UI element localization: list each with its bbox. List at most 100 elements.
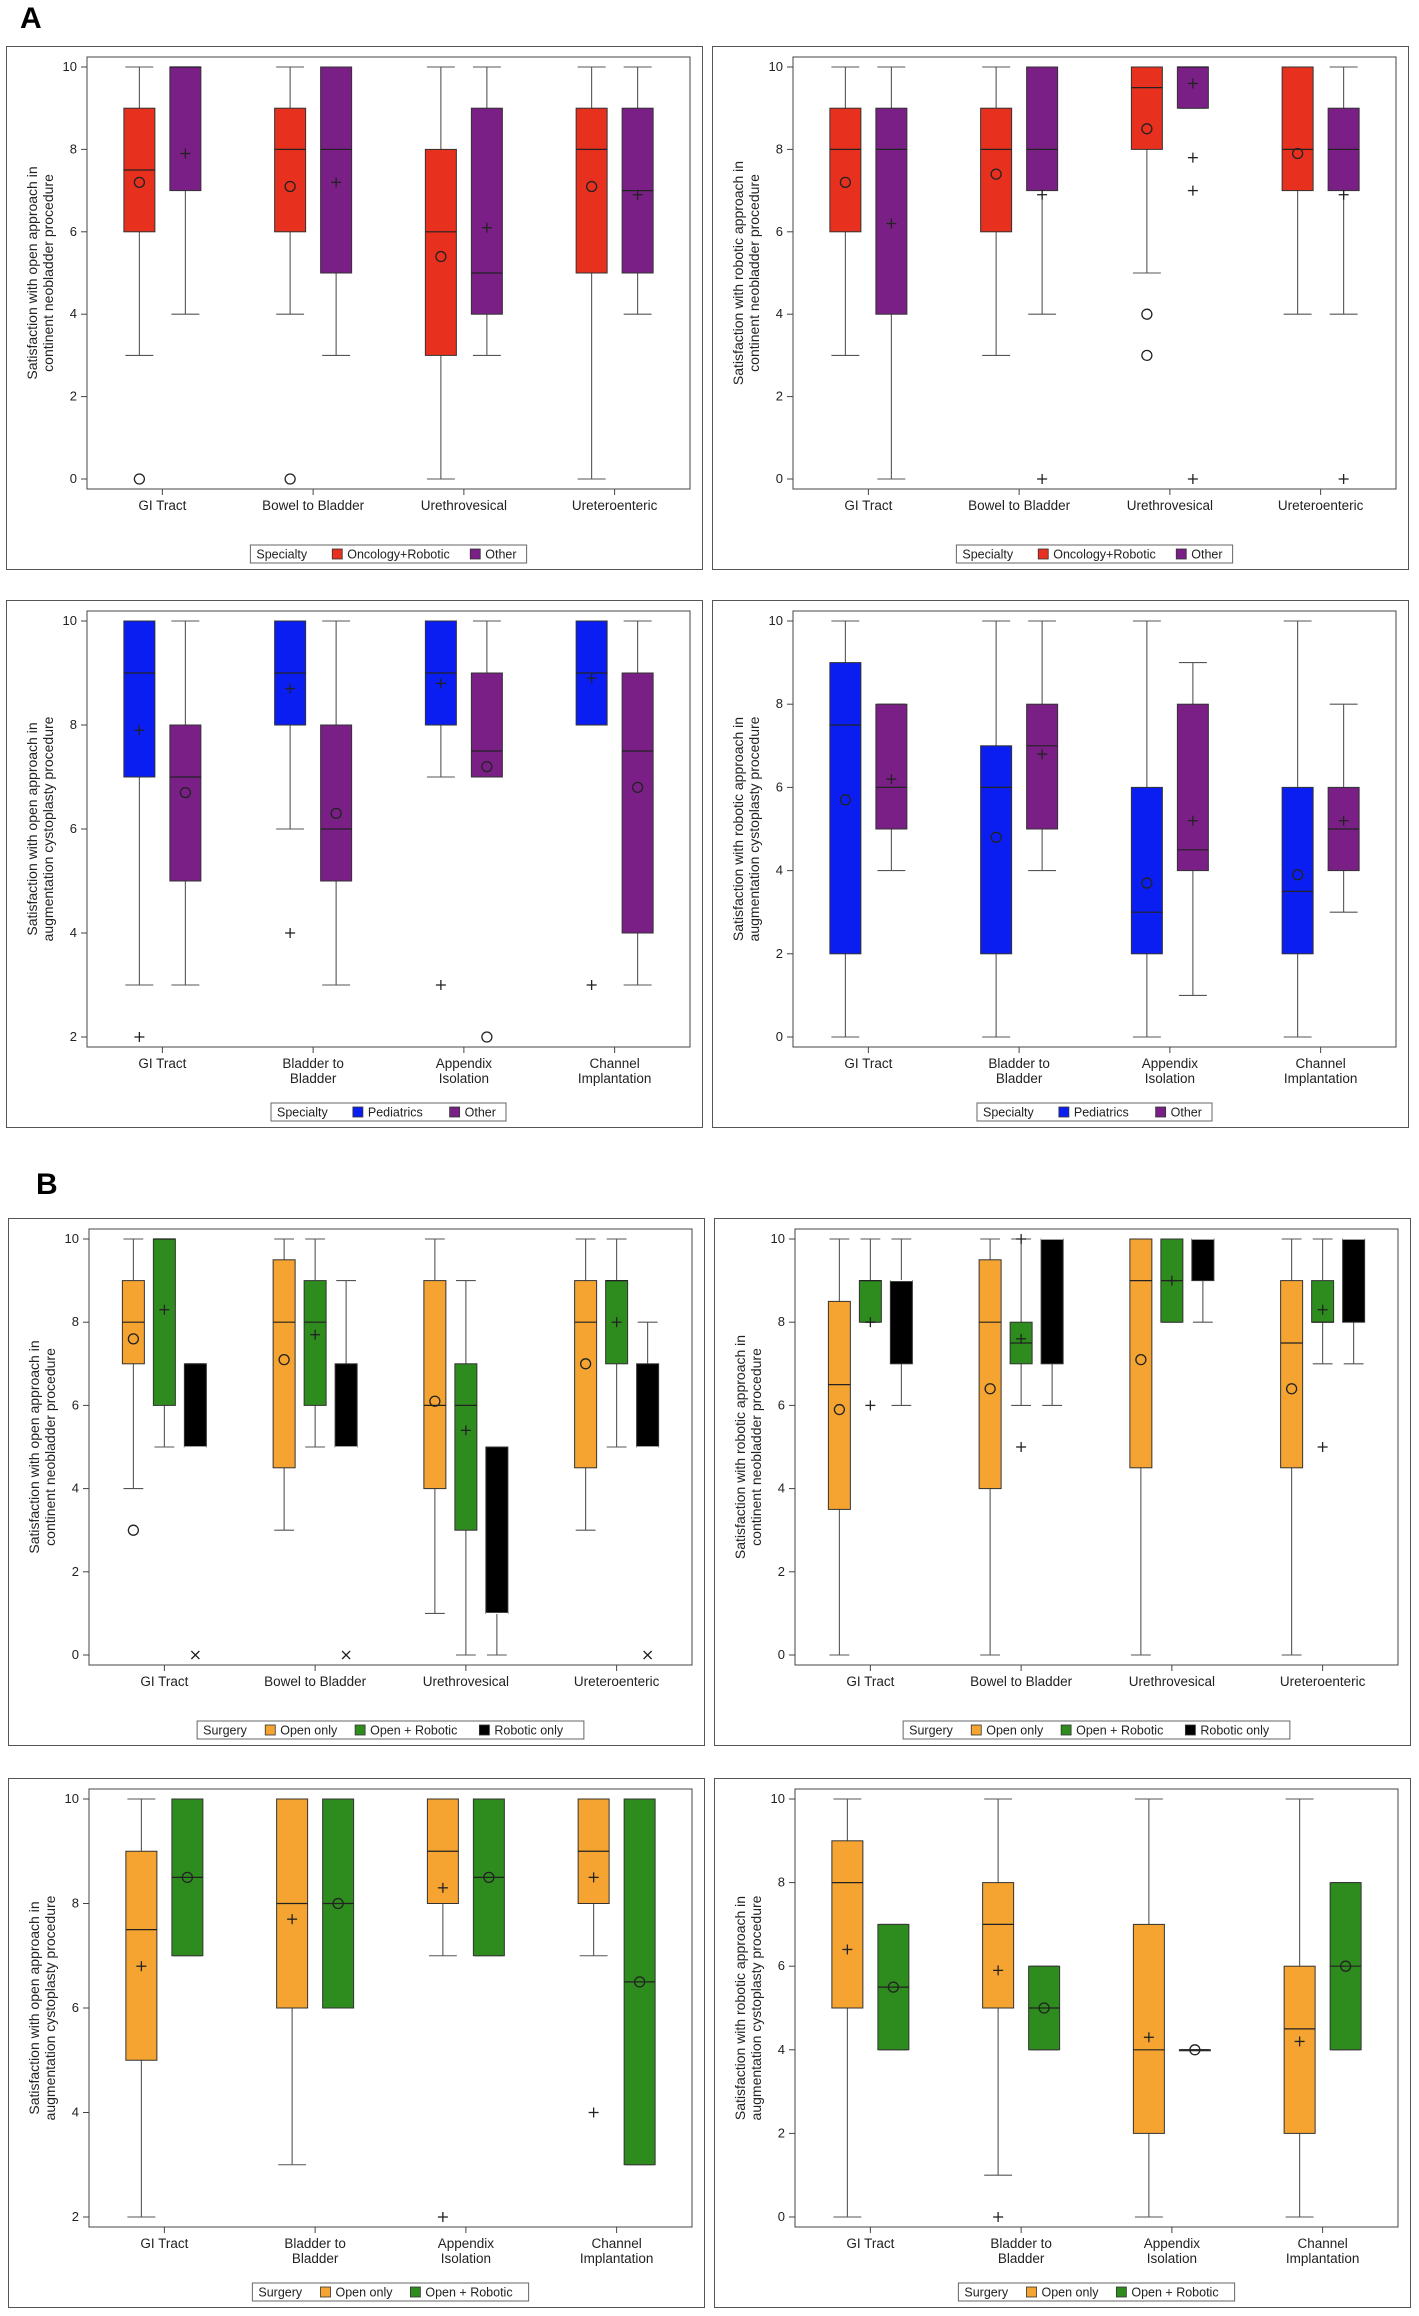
x-tick-label: Isolation — [441, 2251, 491, 2266]
box-mean — [579, 1358, 592, 1370]
box-mean — [429, 1395, 441, 1407]
box-2-1 — [1160, 1238, 1184, 1323]
y-tick-label: 2 — [778, 1564, 785, 1579]
y-tick-label: 2 — [70, 389, 77, 404]
x-tick-label: Bladder to — [990, 2236, 1052, 2251]
y-axis: 2 4 6 8 10 — [65, 1791, 89, 2224]
legend-label: Other — [465, 1106, 496, 1120]
box-mean — [633, 1976, 646, 1988]
box-1-1 — [1009, 1234, 1033, 1452]
box-3-0 — [575, 66, 608, 480]
x-tick-label: Urethrovesical — [1127, 498, 1213, 513]
box-3-0 — [577, 1798, 610, 2118]
box-mean — [833, 1403, 846, 1416]
box-outlier — [1037, 474, 1048, 484]
box-0-0 — [829, 66, 862, 356]
box-iqr — [123, 620, 156, 778]
y-tick-label: 6 — [72, 1397, 79, 1412]
box-iqr — [829, 107, 862, 233]
plot-frame — [792, 610, 1397, 1048]
box-1-0 — [274, 66, 307, 485]
y-tick-label: 8 — [70, 717, 77, 732]
x-tick-label: Bowel to Bladder — [968, 498, 1071, 513]
box-mean — [1291, 869, 1304, 881]
y-tick-label: 0 — [70, 471, 77, 486]
box-iqr — [980, 745, 1013, 955]
box-2-2 — [485, 1446, 509, 1656]
box-mean — [1189, 2044, 1201, 2056]
box-iqr — [1281, 786, 1314, 955]
box-mean — [179, 786, 192, 799]
y-axis-label-line: Satisfaction with open approach in — [26, 1901, 42, 2114]
legend-label: Oncology+Robotic — [1053, 548, 1156, 562]
box-3-2 — [636, 1321, 660, 1660]
box-2-1 — [1178, 2044, 1211, 2056]
legend-label: Open + Robotic — [425, 2286, 512, 2300]
legend-title: Surgery — [258, 2286, 303, 2300]
x-tick-label: Bladder — [292, 2251, 339, 2266]
box-2-1 — [454, 1280, 478, 1656]
box-iqr — [1283, 1965, 1316, 2134]
box-mean — [631, 781, 644, 794]
legend-swatch — [1058, 1106, 1070, 1118]
box-3-0 — [1283, 1798, 1316, 2218]
x-tick-label: Bladder to — [282, 1056, 344, 1071]
chart-marks — [123, 620, 654, 1043]
y-axis-label-line: Satisfaction with open approach in — [24, 722, 40, 935]
y-axis-label-line: continent neobladder procedure — [746, 174, 762, 372]
box-iqr — [982, 1882, 1015, 2009]
box-1-0 — [272, 1238, 296, 1531]
box-mean — [481, 760, 493, 773]
box-0-1 — [875, 703, 908, 872]
legend-label: Open only — [986, 1724, 1044, 1738]
x-tick-label: Ureteroenteric — [1278, 498, 1364, 513]
y-tick-label: 0 — [778, 2209, 785, 2224]
box-mean — [1338, 815, 1349, 826]
y-tick-label: 4 — [778, 1481, 785, 1496]
y-axis-label: Satisfaction with robotic approach in con… — [732, 1335, 764, 1559]
box-outlier — [134, 1032, 145, 1042]
y-tick-label: 8 — [776, 141, 783, 156]
legend-label: Other — [1191, 548, 1222, 562]
legend-label: Robotic only — [494, 1724, 564, 1738]
box-1-2 — [1040, 1238, 1064, 1406]
box-mean — [332, 1897, 344, 1910]
y-tick-label: 10 — [63, 613, 77, 628]
x-tick-label: Bowel to Bladder — [262, 498, 365, 513]
y-tick-label: 0 — [778, 1647, 785, 1662]
legend-swatch — [1184, 1724, 1196, 1736]
box-iqr — [152, 1238, 176, 1406]
box-0-1 — [877, 1923, 910, 2051]
box-1-1 — [1026, 66, 1059, 484]
x-tick-label: Appendix — [438, 2236, 495, 2251]
y-tick-label: 6 — [776, 779, 783, 794]
box-1-0 — [980, 66, 1013, 356]
x-tick-label: Isolation — [1145, 1071, 1195, 1086]
box-mean — [1294, 2036, 1305, 2047]
legend: Specialty Pediatrics Other — [270, 1102, 507, 1122]
y-tick-label: 4 — [776, 863, 783, 878]
x-tick-label: Ureteroenteric — [572, 498, 658, 513]
box-outlier — [435, 980, 446, 990]
box-outlier — [284, 473, 296, 485]
box-mean — [159, 1304, 170, 1315]
box-0-1 — [152, 1238, 176, 1448]
y-tick-label: 10 — [771, 1791, 785, 1806]
box-2-1 — [1176, 662, 1209, 996]
box-mean — [284, 180, 296, 193]
legend-label: Pediatrics — [1074, 1106, 1129, 1120]
legend-title: Surgery — [909, 1724, 954, 1738]
legend-title: Surgery — [203, 1724, 248, 1738]
box-mean — [481, 222, 492, 233]
box-3-1 — [1327, 66, 1360, 484]
box-mean — [1166, 1275, 1177, 1286]
box-mean — [588, 1872, 599, 1883]
legend-label: Open + Robotic — [1076, 1724, 1163, 1738]
x-tick-label: GI Tract — [844, 1056, 892, 1071]
y-tick-label: 10 — [769, 59, 783, 74]
box-mean — [611, 1317, 622, 1328]
box-3-1 — [1311, 1238, 1335, 1452]
y-axis-label: Satisfaction with robotic approach in aug… — [732, 1895, 764, 2120]
box-iqr — [470, 107, 503, 315]
box-mean — [285, 683, 296, 694]
